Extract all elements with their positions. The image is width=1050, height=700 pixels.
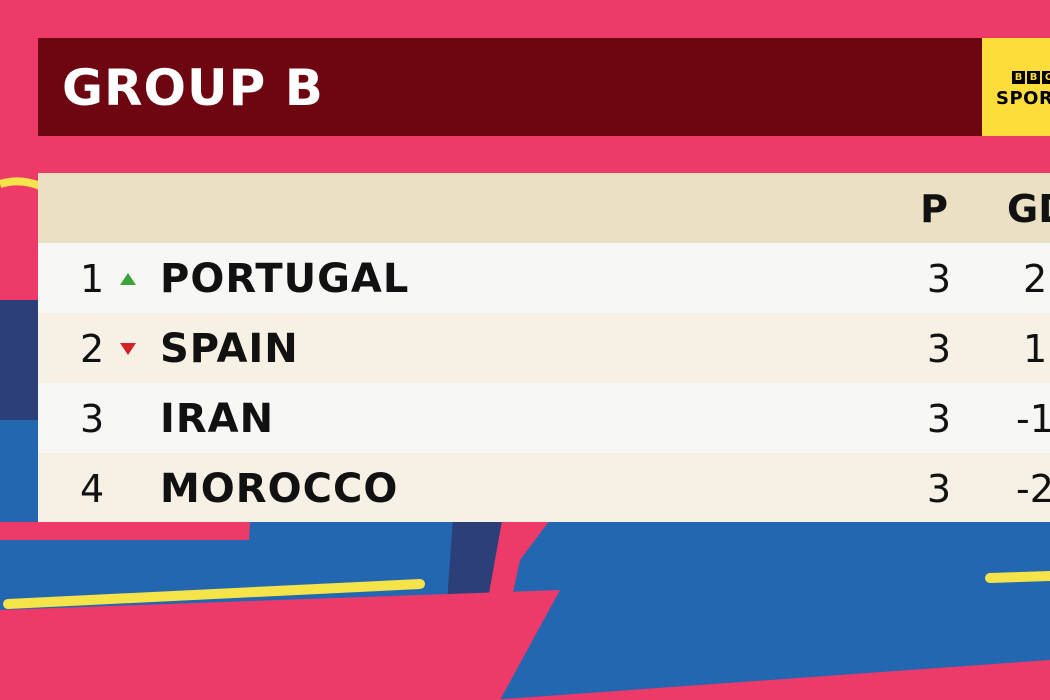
position-cell: 2 (80, 327, 105, 371)
played-cell: 3 (926, 397, 952, 441)
bg-yellow-stroke-right (985, 571, 1050, 583)
bg-pink-bottom (0, 590, 560, 700)
group-title-bar: GROUP B (38, 38, 982, 136)
bg-yellow-arc (0, 177, 42, 190)
bbc-letter-b1: B (1012, 71, 1025, 84)
team-name: IRAN (160, 396, 275, 442)
played-cell: 3 (926, 327, 952, 371)
played-column-header: P (920, 187, 948, 231)
bbc-blocks: B B C (1012, 71, 1050, 84)
goal-difference-column-header: GD (1007, 187, 1050, 231)
played-cell: 3 (926, 467, 952, 511)
table-row: 3 IRAN 3 -1 (38, 383, 1050, 453)
bg-yellow-stroke-left (3, 579, 425, 609)
played-cell: 3 (926, 257, 952, 301)
bbc-letter-c: C (1042, 71, 1050, 84)
standings-table: P GD 1 PORTUGAL 3 2 2 SPAIN 3 1 3 IRAN 3… (38, 173, 1050, 522)
table-header-row: P GD (38, 173, 1050, 243)
table-row: 2 SPAIN 3 1 (38, 313, 1050, 383)
bbc-sport-logo: B B C SPORT (982, 38, 1050, 136)
position-cell: 4 (80, 467, 105, 511)
team-name: PORTUGAL (160, 256, 410, 302)
down-arrow-icon (120, 343, 136, 355)
position-cell: 3 (80, 397, 105, 441)
sport-wordmark: SPORT (996, 88, 1050, 109)
goal-difference-cell: 1 (1023, 327, 1048, 371)
team-name: MOROCCO (160, 466, 399, 512)
goal-difference-cell: -2 (1016, 467, 1050, 511)
goal-difference-cell: 2 (1023, 257, 1048, 301)
up-arrow-icon (120, 273, 136, 285)
goal-difference-cell: -1 (1016, 397, 1050, 441)
position-cell: 1 (80, 257, 105, 301)
table-row: 4 MOROCCO 3 -2 (38, 453, 1050, 522)
table-row: 1 PORTUGAL 3 2 (38, 243, 1050, 313)
group-title: GROUP B (62, 59, 324, 117)
team-name: SPAIN (160, 326, 299, 372)
bbc-letter-b2: B (1027, 71, 1040, 84)
